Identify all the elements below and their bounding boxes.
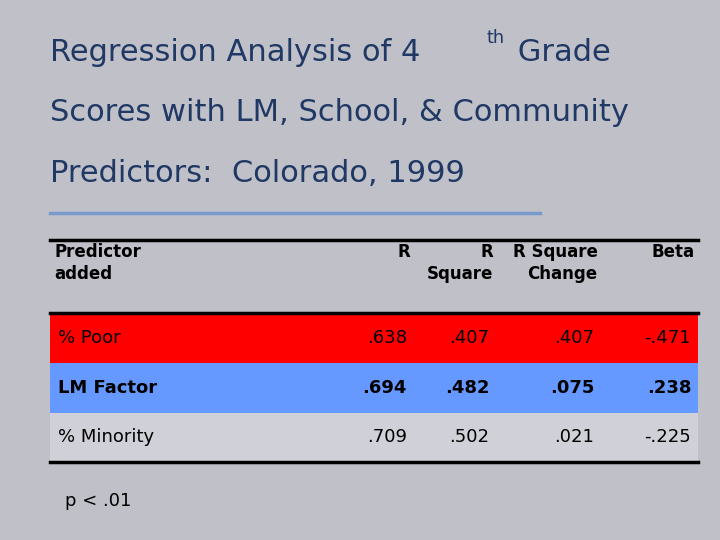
Text: % Poor: % Poor: [58, 329, 120, 347]
Bar: [50, 313, 698, 363]
Text: LM Factor: LM Factor: [58, 379, 157, 397]
Text: R: R: [397, 243, 410, 261]
Text: -.471: -.471: [644, 329, 691, 347]
Bar: [50, 363, 698, 413]
Text: p < .01: p < .01: [65, 492, 131, 510]
Text: Predictors:  Colorado, 1999: Predictors: Colorado, 1999: [50, 159, 465, 188]
Bar: [50, 413, 698, 462]
Text: .407: .407: [449, 329, 490, 347]
Text: Grade: Grade: [508, 38, 611, 67]
Text: Regression Analysis of 4: Regression Analysis of 4: [50, 38, 420, 67]
Text: Predictor
added: Predictor added: [54, 243, 141, 283]
Text: -.225: -.225: [644, 428, 691, 447]
Text: .482: .482: [445, 379, 490, 397]
Text: Scores with LM, School, & Community: Scores with LM, School, & Community: [50, 98, 629, 127]
Text: .238: .238: [647, 379, 691, 397]
Text: th: th: [486, 29, 504, 47]
Text: .694: .694: [362, 379, 407, 397]
Text: .075: .075: [549, 379, 594, 397]
Text: .709: .709: [366, 428, 407, 447]
Text: R
Square: R Square: [427, 243, 493, 283]
Text: Beta: Beta: [652, 243, 695, 261]
Text: .407: .407: [554, 329, 594, 347]
Text: .502: .502: [449, 428, 490, 447]
Text: R Square
Change: R Square Change: [513, 243, 598, 283]
Text: .638: .638: [366, 329, 407, 347]
Text: % Minority: % Minority: [58, 428, 154, 447]
Text: .021: .021: [554, 428, 594, 447]
